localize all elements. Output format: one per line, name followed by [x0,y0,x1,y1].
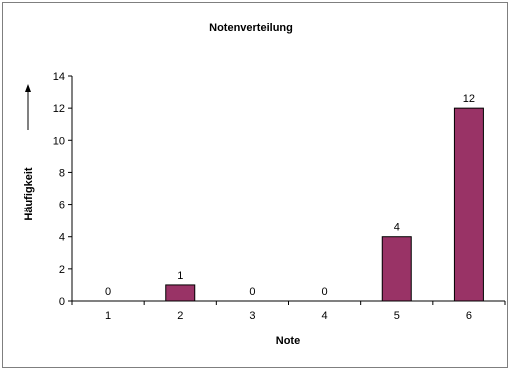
y-axis-title: Häufigkeit [23,167,35,221]
chart-title: Notenverteilung [209,22,293,34]
bar-note-5 [381,236,412,302]
x-axis-ticks: 1 2 3 4 5 6 [71,301,506,322]
data-label-note-3: 0 [249,286,255,298]
x-tick-label: 6 [466,310,472,322]
data-label-note-4: 0 [322,286,328,298]
bar-note-6 [453,107,484,302]
y-tick-label: 0 [59,296,65,308]
y-axis-title-group: Häufigkeit [23,84,35,221]
y-tick-label: 6 [59,200,65,212]
y-tick-label: 12 [53,103,65,115]
y-axis-arrow-head [25,84,31,92]
x-axis-title: Note [276,335,300,347]
y-tick-label: 2 [59,264,65,276]
data-label-note-6: 12 [463,93,475,105]
y-axis-ticks: 0 2 4 6 8 10 12 14 [53,71,72,308]
data-labels: 0 1 0 0 4 12 [105,93,475,298]
data-label-note-1: 0 [105,286,111,298]
bars [165,107,484,302]
y-tick-label: 4 [59,232,65,244]
x-tick-label: 1 [105,310,111,322]
y-tick-label: 10 [53,135,65,147]
bar-note-2 [165,284,196,302]
x-tick-label: 2 [177,310,183,322]
data-label-note-5: 4 [394,222,400,234]
chart-frame [2,2,508,368]
x-tick-label: 4 [322,310,328,322]
x-tick-label: 3 [249,310,255,322]
x-tick-label: 5 [394,310,400,322]
y-tick-label: 14 [53,71,65,83]
y-tick-label: 8 [59,167,65,179]
data-label-note-2: 1 [177,270,183,282]
